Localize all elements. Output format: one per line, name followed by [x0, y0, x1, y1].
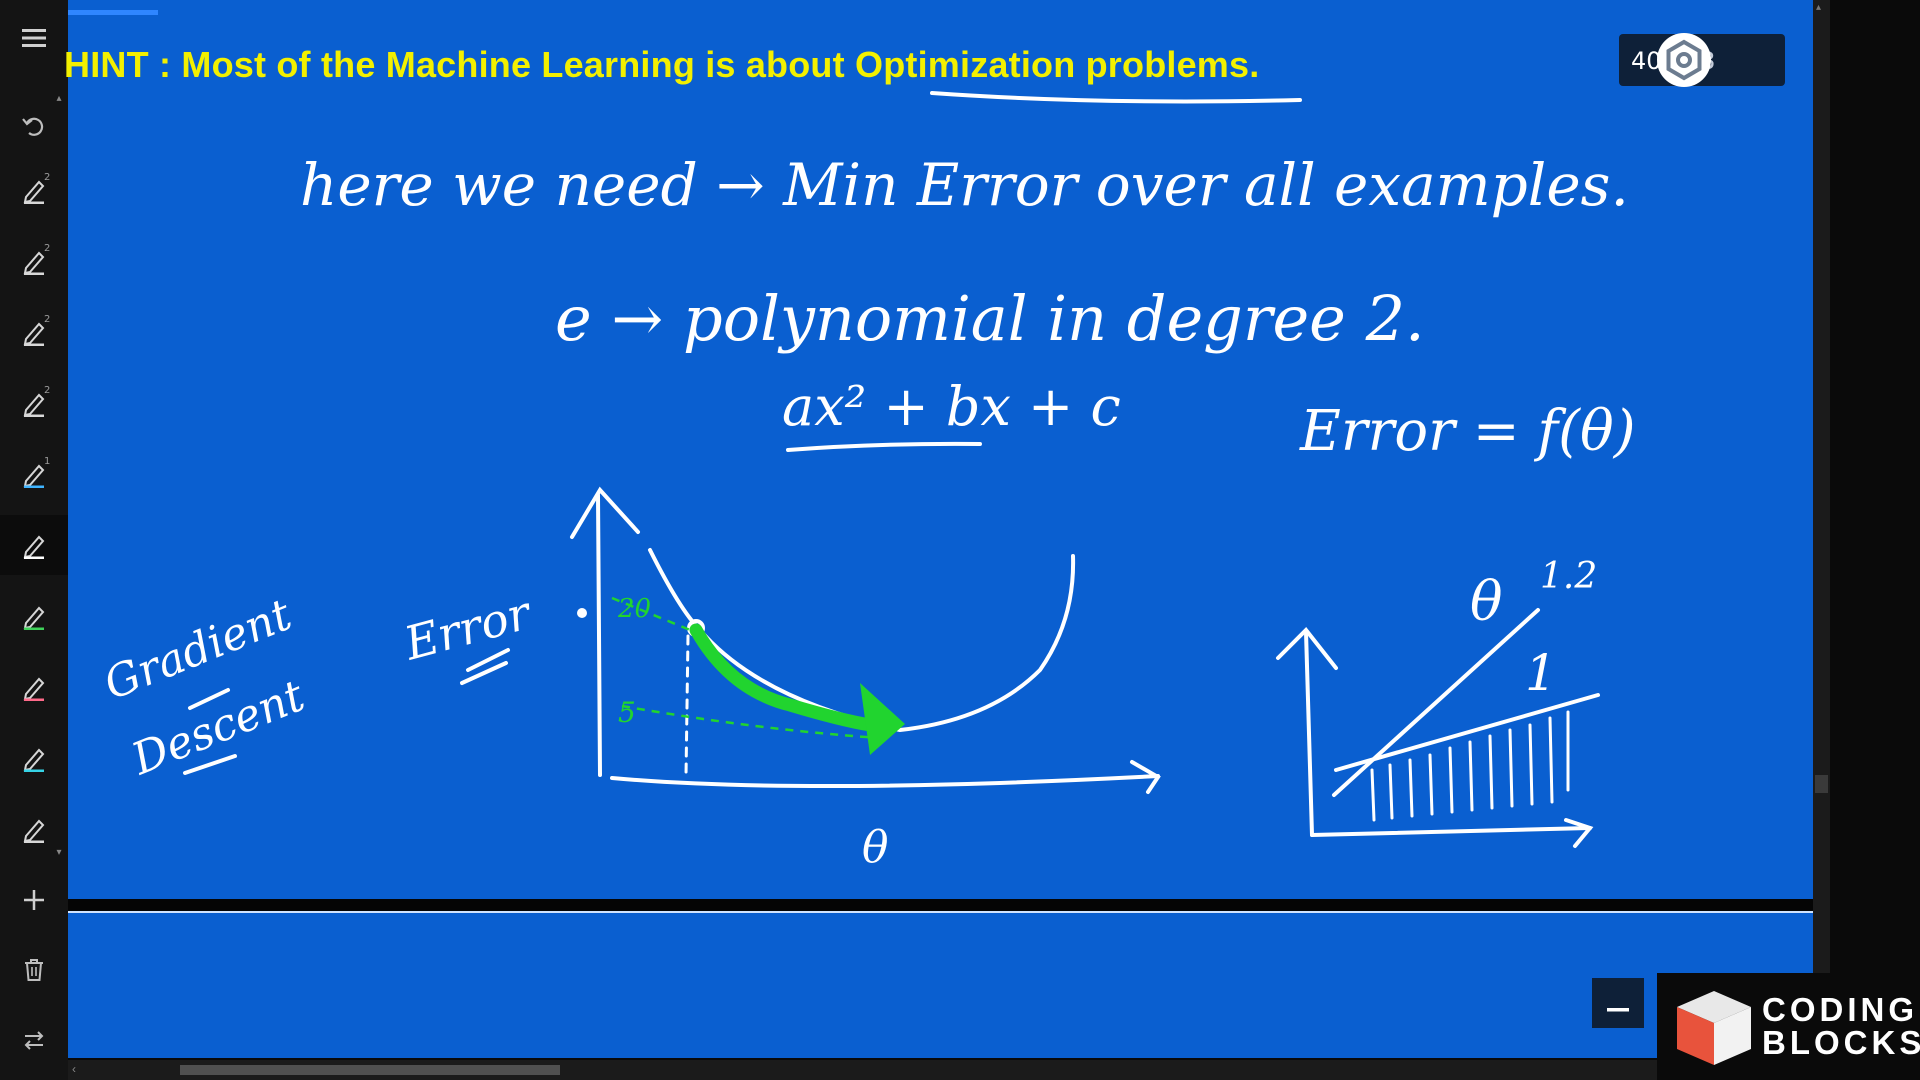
pen-icon: [23, 819, 45, 843]
pen-icon: [23, 180, 45, 204]
x-axis-arrow: [1130, 760, 1161, 794]
horizontal-scroll-thumb[interactable]: [180, 1065, 560, 1075]
pen-tool-9[interactable]: [0, 728, 68, 788]
error-underline-1: [466, 648, 510, 672]
cube-logo-icon: [1677, 991, 1751, 1065]
vertical-scroll-thumb[interactable]: [1815, 775, 1828, 793]
descent-underline: [183, 754, 237, 775]
pen-icon: [23, 606, 45, 630]
handwriting-value-1-2: 1.2: [1540, 556, 1597, 597]
hint-underline: [930, 91, 1302, 104]
error-curve: [648, 548, 1076, 733]
notes-panel[interactable]: [68, 913, 1813, 1058]
menu-button[interactable]: [0, 8, 68, 68]
brand-line-2: BLOCKS: [1762, 1024, 1920, 1061]
scroll-up-arrow[interactable]: ▴: [1816, 2, 1822, 13]
mini-line-steep: [1332, 608, 1540, 797]
projection-line: [684, 634, 690, 778]
menu-icon: [22, 29, 46, 47]
toolbar-scroll-up[interactable]: ▴: [56, 93, 62, 104]
pen-badge: 2: [44, 385, 51, 396]
mini-line-shallow: [1334, 693, 1600, 772]
pen-tool-1[interactable]: 2: [0, 160, 68, 220]
pen-icon: [23, 393, 45, 417]
brand-text: CODING BLOCKS: [1762, 993, 1920, 1059]
y-axis-arrow: [570, 486, 640, 539]
hint-title: HINT : Most of the Machine Learning is a…: [64, 44, 1260, 85]
pen-badge: 2: [44, 243, 51, 254]
pen-badge: 2: [44, 172, 51, 183]
settings-button[interactable]: [1657, 33, 1711, 87]
handwriting-error-fn: Error = f(θ): [1299, 399, 1636, 464]
pen-tool-3[interactable]: 2: [0, 302, 68, 362]
swap-icon: [24, 1031, 44, 1050]
page-current: 40: [1631, 47, 1662, 75]
undo-icon: [22, 117, 44, 136]
handwriting-theta-axis: θ: [862, 822, 889, 873]
handwriting-polynomial: ax² + bx + c: [782, 375, 1121, 438]
scroll-left-arrow[interactable]: ‹: [72, 1062, 76, 1076]
pen-badge: 2: [44, 314, 51, 325]
gradient-underline: [188, 688, 230, 710]
pen-icon: [23, 464, 45, 488]
y-axis: [596, 493, 602, 777]
pen-icon: [23, 322, 45, 346]
slide-canvas[interactable]: HINT : Most of the Machine Learning is a…: [64, 0, 1813, 899]
tick-label-5: 5: [618, 696, 636, 729]
pen-tool-6[interactable]: [0, 515, 68, 575]
gradient-descent-arrow: [611, 596, 905, 755]
handwriting-value-1: 1: [1525, 644, 1557, 702]
pen-icon: [23, 251, 45, 275]
undo-button[interactable]: [0, 96, 68, 156]
handwriting-line-1: here we need → Min Error over all exampl…: [300, 151, 1629, 219]
toolbar-scroll-down[interactable]: ▾: [56, 847, 62, 858]
add-icon: [24, 890, 44, 910]
tick-label-20: 20: [617, 594, 651, 624]
pen-tool-7[interactable]: [0, 586, 68, 646]
handwriting-right-theta: θ: [1470, 570, 1503, 633]
left-toolbar: ▴ 2 2 2 2 1 ▾: [0, 0, 68, 1080]
vertical-scrollbar[interactable]: ▴: [1813, 0, 1830, 1060]
pen-icon: [23, 748, 45, 772]
pen-tool-4[interactable]: 2: [0, 373, 68, 433]
add-button[interactable]: [0, 870, 68, 930]
mini-x-arrow: [1564, 818, 1594, 848]
mini-hatching: [1370, 710, 1570, 822]
pen-badge: 1: [44, 456, 51, 467]
pen-tool-5[interactable]: 1: [0, 444, 68, 504]
polynomial-underline: [786, 441, 982, 452]
mini-y-arrow: [1276, 626, 1338, 670]
error-underline-2: [460, 661, 508, 685]
handwriting-line-2: e → polynomial in degree 2.: [555, 282, 1425, 355]
swap-button[interactable]: [0, 1010, 68, 1070]
brand-line-1: CODING: [1762, 991, 1918, 1028]
coding-blocks-logo: CODING BLOCKS: [1657, 973, 1920, 1080]
slide-divider-line: [68, 911, 1813, 913]
pen-icon: [23, 677, 45, 701]
pen-tool-2[interactable]: 2: [0, 231, 68, 291]
trash-icon: [25, 959, 43, 981]
pen-tool-8[interactable]: [0, 657, 68, 717]
gear-icon: [1666, 39, 1702, 81]
pen-tool-10[interactable]: [0, 799, 68, 859]
pen-icon: [23, 535, 45, 559]
slide-progress-indicator: [68, 10, 158, 15]
slide-divider: [68, 899, 1813, 913]
ink-layer: here we need → Min Error over all exampl…: [97, 91, 1636, 873]
point-marker: [577, 608, 587, 618]
mini-y-axis: [1304, 630, 1314, 837]
mini-x-axis: [1310, 826, 1592, 837]
minus-icon: [1607, 1008, 1629, 1012]
handwriting-error-axis: Error: [398, 585, 539, 671]
horizontal-scrollbar[interactable]: ‹: [68, 1060, 1828, 1080]
minimize-button[interactable]: [1592, 978, 1644, 1028]
x-axis: [610, 774, 1160, 789]
delete-button[interactable]: [0, 940, 68, 1000]
